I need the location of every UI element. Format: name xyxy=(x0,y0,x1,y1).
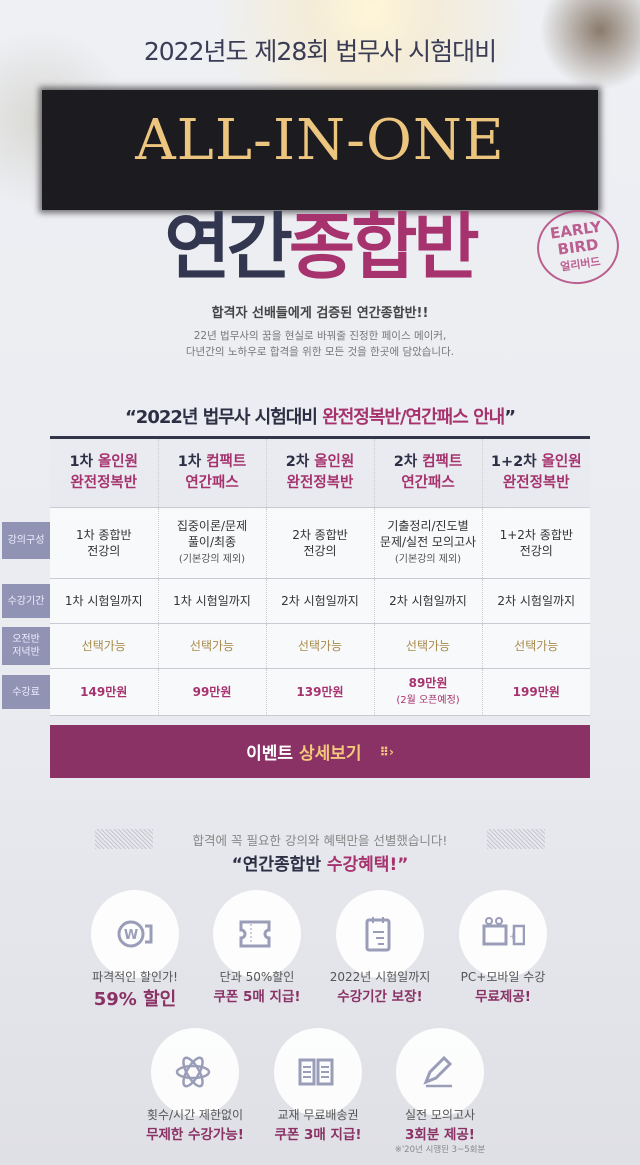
benefit-line2: 무제한 수강가능! xyxy=(146,1127,244,1143)
composition-cell: 1+2차 종합반 전강의 xyxy=(482,507,590,579)
benefit-line2: 무료제공! xyxy=(475,989,531,1005)
benefit-line1: 파격적인 할인가! xyxy=(92,970,178,984)
benefits-title: “연간종합반 수강혜택!” xyxy=(0,850,640,875)
won-coin-icon: W xyxy=(117,920,153,948)
benefit-line1: 2022년 시험일까지 xyxy=(329,970,431,984)
title-highlight: 완전정복반/연간패스 안내 xyxy=(322,407,505,428)
benefit-icon-circle xyxy=(151,1028,239,1116)
period-cell: 2차 시험일까지 xyxy=(374,578,483,624)
option-cell: 선택가능 xyxy=(50,623,159,669)
period-cell: 1차 시험일까지 xyxy=(158,578,267,624)
benefit-note: ※'20년 시행된 3~5회분 xyxy=(394,1145,486,1155)
title-text: “2022년 법무사 시험대비 xyxy=(124,407,323,428)
benefit-line2: 수강기간 보장! xyxy=(337,989,423,1005)
atom-icon xyxy=(175,1056,211,1088)
row-label-schedule: 오전반 저녁반 xyxy=(2,627,50,665)
benefit-line2: 쿠폰 5매 지급! xyxy=(213,989,301,1005)
composition-cell: 집중이론/문제 풀이/최종 (기본강의 제외) xyxy=(158,507,267,579)
option-cell: 선택가능 xyxy=(482,623,590,669)
column-header: 1차 올인원 완전정복반 xyxy=(50,437,159,508)
hatch-decoration xyxy=(487,829,545,849)
sub-description: 22년 법무사의 꿈을 현실로 바꿔줄 진정한 페이스 메이커, 다년간의 노하우… xyxy=(0,328,640,360)
price-cell: 149만원 xyxy=(50,668,159,716)
option-cell: 선택가능 xyxy=(158,623,267,669)
benefit-icon-circle: W xyxy=(91,890,179,978)
price-cell: 199만원 xyxy=(482,668,590,716)
pc-mobile-icon: + xyxy=(482,917,525,946)
title-part-a: 연간 xyxy=(164,204,293,289)
price-cell: 139만원 xyxy=(266,668,375,716)
desc-line: 22년 법무사의 꿈을 현실로 바꿔줄 진정한 페이스 메이커, xyxy=(193,330,447,342)
table-title: “2022년 법무사 시험대비 완전정복반/연간패스 안내” xyxy=(0,403,640,429)
title-highlight: 수강혜택!” xyxy=(326,855,409,875)
cta-highlight: 상세보기 xyxy=(299,744,362,764)
arrow-right-icon: ⠿› xyxy=(379,744,394,759)
composition-cell: 2차 종합반 전강의 xyxy=(266,507,375,579)
pencil-icon xyxy=(423,1055,453,1088)
column-header: 2차 올인원 완전정복반 xyxy=(266,437,375,508)
composition-cell: 기출정리/진도별 문제/실전 모의고사 (기본강의 제외) xyxy=(374,507,483,579)
ticket-icon xyxy=(239,920,271,948)
row-label-period: 수강기간 xyxy=(2,584,50,618)
period-cell: 1차 시험일까지 xyxy=(50,578,159,624)
column-header: 1+2차 올인원 완전정복반 xyxy=(482,437,590,508)
benefit-line1: 교재 무료배송권 xyxy=(277,1108,359,1122)
cta-label: 이벤트 xyxy=(246,744,294,764)
row-label-fee: 수강료 xyxy=(2,675,50,709)
title-text: “연간종합반 xyxy=(231,855,327,875)
benefit-line2: 쿠폰 3매 지급! xyxy=(274,1127,362,1143)
sub-headline: 합격자 선배들에게 검증된 연간종합반!! xyxy=(211,306,429,321)
benefit-item: 실전 모의고사 3회분 제공! ※'20년 시행된 3~5회분 xyxy=(370,1028,510,1155)
benefit-item: W 파격적인 할인가! 59% 할인 xyxy=(65,890,205,1011)
benefit-line1: PC+모바일 수강 xyxy=(460,970,546,984)
benefit-line1: 단과 50%할인 xyxy=(219,970,295,984)
all-in-one-heading: ALL-IN-ONE xyxy=(135,108,505,173)
svg-text:W: W xyxy=(124,928,138,943)
row-label-composition: 강의구성 xyxy=(2,522,50,559)
composition-cell: 1차 종합반 전강의 xyxy=(50,507,159,579)
price-cell: 89만원 (2월 오픈예정) xyxy=(374,668,483,716)
benefit-icon-circle xyxy=(213,890,301,978)
column-header: 2차 컴팩트 연간패스 xyxy=(374,437,483,508)
option-cell: 선택가능 xyxy=(266,623,375,669)
course-table: 1차 올인원 완전정복반 1차 컴팩트 연간패스 2차 올인원 완전정복반 2차 컴팩트 연간… xyxy=(50,436,590,716)
desc-line: 다년간의 노하우로 합격을 위한 모든 것을 한곳에 담았습니다. xyxy=(185,346,455,358)
benefit-icon-circle xyxy=(396,1028,484,1116)
column-header: 1차 컴팩트 연간패스 xyxy=(158,437,267,508)
ink-brush-banner xyxy=(42,90,598,210)
benefits-subtitle: 합격에 꼭 필요한 강의와 혜택만을 선별했습니다! xyxy=(192,833,448,848)
book-icon xyxy=(298,1058,334,1086)
exam-title: 2022년도 제28회 법무사 시험대비 xyxy=(143,37,497,66)
benefit-line1: 횟수/시간 제한없이 xyxy=(146,1108,244,1122)
benefit-icon-circle xyxy=(274,1028,362,1116)
price-cell: 99만원 xyxy=(158,668,267,716)
benefit-line2: 3회분 제공! xyxy=(405,1127,475,1143)
benefit-icon-circle: + xyxy=(459,890,547,978)
hatch-decoration xyxy=(95,829,153,849)
option-cell: 선택가능 xyxy=(374,623,483,669)
period-cell: 2차 시험일까지 xyxy=(266,578,375,624)
main-title: 연간종합반 xyxy=(0,188,640,293)
title-part-b: 종합반 xyxy=(288,204,480,289)
event-detail-button[interactable]: 이벤트 상세보기 ⠿› xyxy=(50,725,590,778)
benefit-line1: 실전 모의고사 xyxy=(404,1108,476,1122)
benefit-line2: 59% 할인 xyxy=(93,989,177,1010)
benefit-icon-circle xyxy=(336,890,424,978)
title-text: ” xyxy=(504,407,516,428)
period-cell: 2차 시험일까지 xyxy=(482,578,590,624)
calendar-icon xyxy=(365,917,391,952)
